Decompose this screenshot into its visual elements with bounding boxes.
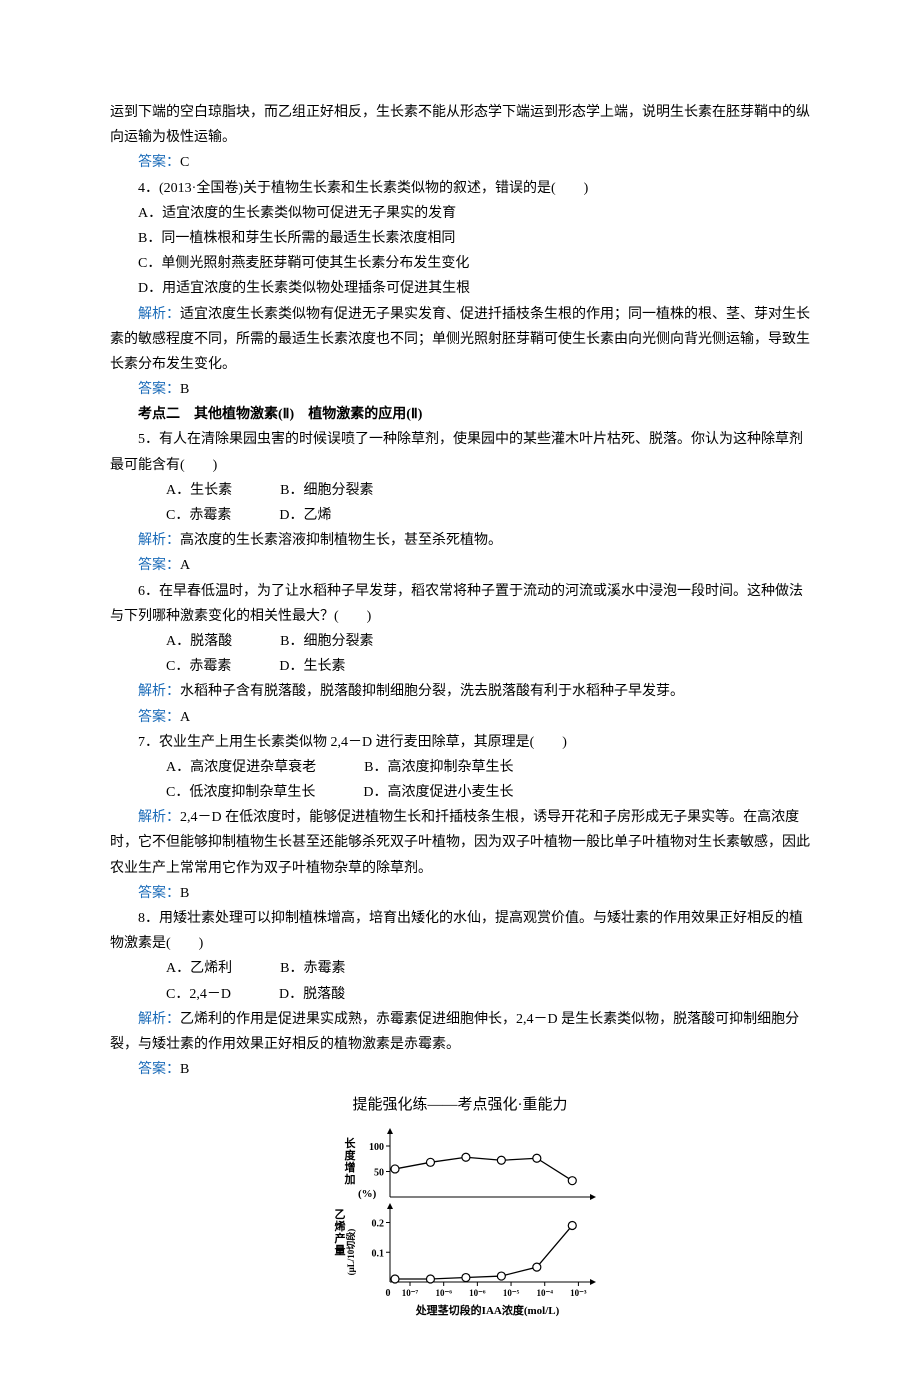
- svg-text:长: 长: [345, 1136, 357, 1150]
- analysis-text: 2,4－D 在低浓度时，能够促进植物生长和扦插枝条生根，诱导开花和子房形成无子果…: [110, 810, 810, 875]
- q8-analysis: 解析：乙烯利的作用是促进果实成熟，赤霉素促进细胞伸长，2,4－D 是生长素类似物…: [110, 1007, 810, 1057]
- section-2-header: 提能强化练——考点强化·重能力: [110, 1092, 810, 1119]
- svg-text:(μL/10切段): (μL/10切段): [345, 1229, 356, 1276]
- analysis-label: 解析：: [138, 533, 180, 548]
- answer-value: B: [180, 382, 189, 397]
- q8-optB: B．赤霉素: [252, 956, 345, 981]
- svg-text:处理茎切段的IAA浓度(mol/L): 处理茎切段的IAA浓度(mol/L): [415, 1303, 560, 1317]
- answer-label: 答案：: [138, 710, 180, 725]
- svg-text:乙: 乙: [335, 1208, 346, 1221]
- q5-optB: B．细胞分裂素: [252, 478, 373, 503]
- q4-optC: C．单侧光照射燕麦胚芽鞘可使其生长素分布发生变化: [110, 251, 810, 276]
- svg-text:10⁻³: 10⁻³: [570, 1288, 587, 1298]
- q7-optC: C．低浓度抑制杂草生长: [138, 780, 315, 805]
- analysis-text: 乙烯利的作用是促进果实成熟，赤霉素促进细胞伸长，2,4－D 是生长素类似物，脱落…: [110, 1012, 799, 1052]
- q6-opts-row2: C．赤霉素 D．生长素: [110, 654, 810, 679]
- q8-answer: 答案：B: [110, 1057, 810, 1082]
- svg-text:10⁻⁶: 10⁻⁶: [469, 1288, 486, 1298]
- analysis-label: 解析：: [138, 307, 180, 322]
- svg-text:10⁻⁶: 10⁻⁶: [435, 1288, 452, 1298]
- q5-analysis: 解析：高浓度的生长素溶液抑制植物生长，甚至杀死植物。: [110, 528, 810, 553]
- answer-label: 答案：: [138, 886, 180, 901]
- q5-optA: A．生长素: [138, 478, 232, 503]
- q7-optD: D．高浓度促进小麦生长: [335, 780, 513, 805]
- answer-value: A: [180, 710, 190, 725]
- iaa-chart: 50 100 长度增加(%) 0.1 0.2 乙烯产量(μL/10切段) 0 10⁻⁷ 10⁻⁶…: [320, 1127, 600, 1337]
- q6-answer: 答案：A: [110, 705, 810, 730]
- q6-optA: A．脱落酸: [138, 629, 232, 654]
- q5-answer: 答案：A: [110, 553, 810, 578]
- svg-text:0: 0: [386, 1288, 391, 1299]
- q5-opts-row2: C．赤霉素 D．乙烯: [110, 503, 810, 528]
- q8-optA: A．乙烯利: [138, 956, 232, 981]
- answer-label: 答案：: [138, 1062, 180, 1077]
- analysis-text: 适宜浓度生长素类似物有促进无子果实发育、促进扦插枝条生根的作用；同一植株的根、茎…: [110, 307, 810, 372]
- answer-label: 答案：: [138, 155, 180, 170]
- svg-text:50: 50: [374, 1168, 384, 1179]
- q4-optA: A．适宜浓度的生长素类似物可促进无子果实的发育: [110, 201, 810, 226]
- q5-optC: C．赤霉素: [138, 503, 231, 528]
- svg-text:度: 度: [345, 1148, 357, 1162]
- svg-text:烯: 烯: [335, 1219, 346, 1233]
- q7-stem: 7．农业生产上用生长素类似物 2,4－D 进行麦田除草，其原理是( ): [110, 730, 810, 755]
- q8-opts-row1: A．乙烯利 B．赤霉素: [110, 956, 810, 981]
- answer-value: B: [180, 1062, 189, 1077]
- q8-stem: 8．用矮壮素处理可以抑制植株增高，培育出矮化的水仙，提高观赏价值。与矮壮素的作用…: [110, 906, 810, 956]
- svg-text:量: 量: [335, 1244, 346, 1257]
- intro-paragraph: 运到下端的空白琼脂块，而乙组正好相反，生长素不能从形态学下端运到形态学上端，说明…: [110, 100, 810, 150]
- q5-stem: 5．有人在清除果园虫害的时候误喷了一种除草剂，使果园中的某些灌木叶片枯死、脱落。…: [110, 427, 810, 477]
- q8-optD: D．脱落酸: [251, 982, 345, 1007]
- svg-text:(%): (%): [358, 1188, 377, 1200]
- svg-text:增: 增: [345, 1160, 356, 1174]
- analysis-label: 解析：: [138, 810, 180, 825]
- q6-analysis: 解析：水稻种子含有脱落酸，脱落酸抑制细胞分裂，洗去脱落酸有利于水稻种子早发芽。: [110, 679, 810, 704]
- q4-analysis: 解析：适宜浓度生长素类似物有促进无子果实发育、促进扦插枝条生根的作用；同一植株的…: [110, 302, 810, 378]
- q4-stem: 4．(2013·全国卷)关于植物生长素和生长素类似物的叙述，错误的是( ): [110, 176, 810, 201]
- q6-optC: C．赤霉素: [138, 654, 231, 679]
- svg-text:10⁻⁵: 10⁻⁵: [503, 1288, 520, 1298]
- analysis-text: 高浓度的生长素溶液抑制植物生长，甚至杀死植物。: [180, 533, 502, 548]
- q7-optB: B．高浓度抑制杂草生长: [336, 755, 513, 780]
- answer-label: 答案：: [138, 382, 180, 397]
- q5-optD: D．乙烯: [251, 503, 331, 528]
- svg-text:100: 100: [369, 1142, 384, 1153]
- svg-text:产: 产: [335, 1231, 346, 1245]
- svg-text:0.1: 0.1: [372, 1249, 385, 1260]
- kaodian-2-title: 考点二 其他植物激素(Ⅱ) 植物激素的应用(Ⅱ): [110, 402, 810, 427]
- svg-text:10⁻⁷: 10⁻⁷: [402, 1288, 419, 1298]
- q4-answer: 答案：B: [110, 377, 810, 402]
- svg-text:0.2: 0.2: [372, 1219, 385, 1230]
- answer-value: C: [180, 155, 189, 170]
- q4-optB: B．同一植株根和芽生长所需的最适生长素浓度相同: [110, 226, 810, 251]
- q6-optD: D．生长素: [251, 654, 345, 679]
- q7-opts-row2: C．低浓度抑制杂草生长 D．高浓度促进小麦生长: [110, 780, 810, 805]
- q8-opts-row2: C．2,4－D D．脱落酸: [110, 982, 810, 1007]
- q6-optB: B．细胞分裂素: [252, 629, 373, 654]
- answer-value: B: [180, 886, 189, 901]
- q8-optC: C．2,4－D: [138, 982, 231, 1007]
- q7-answer: 答案：B: [110, 881, 810, 906]
- iaa-chart-container: 50 100 长度增加(%) 0.1 0.2 乙烯产量(μL/10切段) 0 10⁻⁷ 10⁻⁶…: [110, 1127, 810, 1337]
- q4-optD: D．用适宜浓度的生长素类似物处理插条可促进其生根: [110, 276, 810, 301]
- analysis-text: 水稻种子含有脱落酸，脱落酸抑制细胞分裂，洗去脱落酸有利于水稻种子早发芽。: [180, 684, 684, 699]
- analysis-label: 解析：: [138, 684, 180, 699]
- q6-opts-row1: A．脱落酸 B．细胞分裂素: [110, 629, 810, 654]
- answer-label: 答案：: [138, 558, 180, 573]
- q3-answer: 答案：C: [110, 150, 810, 175]
- q5-opts-row1: A．生长素 B．细胞分裂素: [110, 478, 810, 503]
- q6-stem: 6．在早春低温时，为了让水稻种子早发芽，稻农常将种子置于流动的河流或溪水中浸泡一…: [110, 579, 810, 629]
- answer-value: A: [180, 558, 190, 573]
- q7-opts-row1: A．高浓度促进杂草衰老 B．高浓度抑制杂草生长: [110, 755, 810, 780]
- svg-text:加: 加: [344, 1172, 356, 1186]
- q7-analysis: 解析：2,4－D 在低浓度时，能够促进植物生长和扦插枝条生根，诱导开花和子房形成…: [110, 805, 810, 881]
- analysis-label: 解析：: [138, 1012, 180, 1027]
- svg-text:10⁻⁴: 10⁻⁴: [537, 1288, 554, 1298]
- q7-optA: A．高浓度促进杂草衰老: [138, 755, 316, 780]
